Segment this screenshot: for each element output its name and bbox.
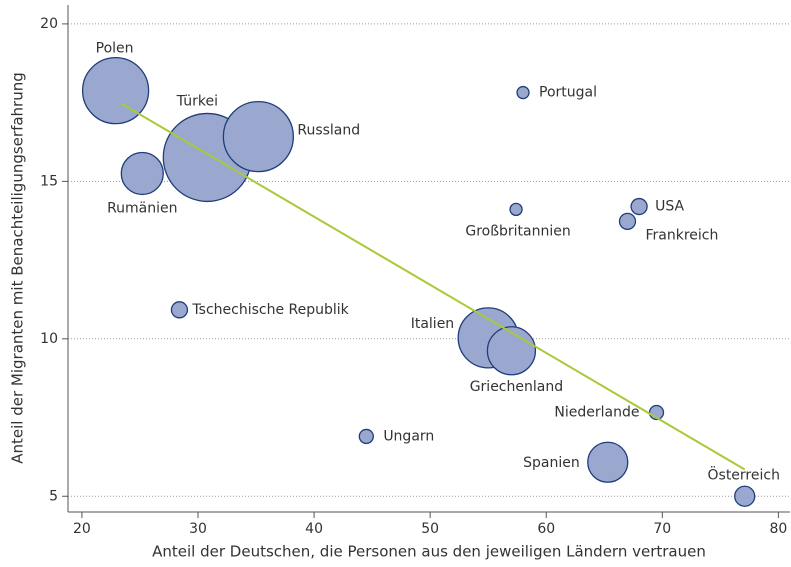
bubble xyxy=(170,301,189,319)
bubble xyxy=(516,85,530,100)
point-label: Großbritannien xyxy=(465,223,570,239)
point-label: Ungarn xyxy=(383,428,434,444)
trendline xyxy=(120,102,746,471)
point-label: Griechenland xyxy=(470,379,563,395)
bubble xyxy=(630,197,648,216)
x-tick-label: 30 xyxy=(189,521,207,537)
bubble xyxy=(486,326,537,376)
bubble xyxy=(734,485,756,507)
x-tick-label: 20 xyxy=(73,521,91,537)
bubble xyxy=(120,151,164,196)
bubble xyxy=(618,212,637,230)
y-tick-label: 20 xyxy=(40,16,58,32)
point-label: Italien xyxy=(411,316,454,332)
point-label: Polen xyxy=(96,41,134,57)
point-label: Österreich xyxy=(708,465,780,483)
x-tick-label: 50 xyxy=(421,521,439,537)
bubble xyxy=(81,57,150,125)
point-label: Portugal xyxy=(539,85,597,101)
point-label: Rumänien xyxy=(107,200,177,216)
y-tick-label: 10 xyxy=(40,331,58,347)
x-tick-label: 40 xyxy=(305,521,323,537)
x-tick-label: 80 xyxy=(769,521,787,537)
y-axis-label: Anteil der Migranten mit Benachteiligung… xyxy=(9,72,27,464)
bubble xyxy=(222,100,295,173)
point-label: Tschechische Republik xyxy=(191,302,349,318)
bubble xyxy=(358,428,374,445)
x-tick-label: 70 xyxy=(653,521,671,537)
point-label: Türkei xyxy=(176,93,218,109)
x-tick-label: 60 xyxy=(537,521,555,537)
point-label: USA xyxy=(655,199,684,215)
point-label: Frankreich xyxy=(645,227,718,243)
y-tick-label: 15 xyxy=(40,173,58,189)
bubble xyxy=(587,441,629,483)
point-label: Niederlande xyxy=(554,404,639,420)
bubble xyxy=(509,202,523,217)
point-label: Russland xyxy=(297,123,360,139)
x-axis-label: Anteil der Deutschen, die Personen aus d… xyxy=(152,543,706,561)
point-label: Spanien xyxy=(523,455,580,471)
y-tick-label: 5 xyxy=(49,488,58,504)
